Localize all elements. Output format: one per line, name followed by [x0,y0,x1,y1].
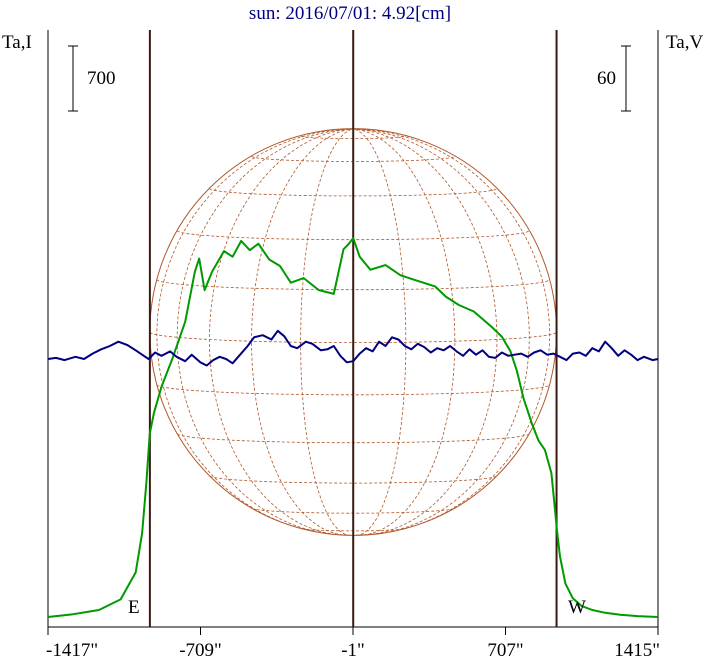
x-tick-label: 707" [487,640,523,661]
disk-longitude-line [208,128,354,536]
right-axis-label: Ta,V [666,32,703,53]
limb-markers [148,30,558,627]
left-axis-label: Ta,I [2,32,32,53]
disk-longitude-line [176,128,354,535]
left-scale-bar [68,45,78,112]
right-scale-bar [621,45,631,112]
disk-longitude-line [353,128,551,534]
x-tick-label: -1" [341,640,365,661]
disk-longitude-line [156,128,354,534]
stokes-i-line [47,237,659,618]
disk-longitude-line [353,128,530,535]
left-scale-bar-label: 700 [87,68,116,89]
disk-longitude-line [353,128,498,536]
right-scale-bar-label: 60 [597,68,616,89]
x-tick-label: 1415" [614,640,660,661]
stokes-v-line [47,329,659,367]
disk-longitude-line [300,128,354,536]
chart-title: sun: 2016/07/01: 4.92[cm] [249,3,451,24]
west-label: W [568,597,586,618]
series-layer [47,237,659,618]
x-axis: -1417" -709" -1" 707" 1415" [46,627,660,661]
x-tick-label: -709" [179,640,222,661]
disk-longitude-line [251,128,354,536]
disk-latitude-line [209,475,498,484]
east-label: E [128,597,140,618]
disk-longitude-line [353,128,456,536]
disk-longitude-line [353,128,407,536]
x-tick-label: -1417" [46,640,98,661]
